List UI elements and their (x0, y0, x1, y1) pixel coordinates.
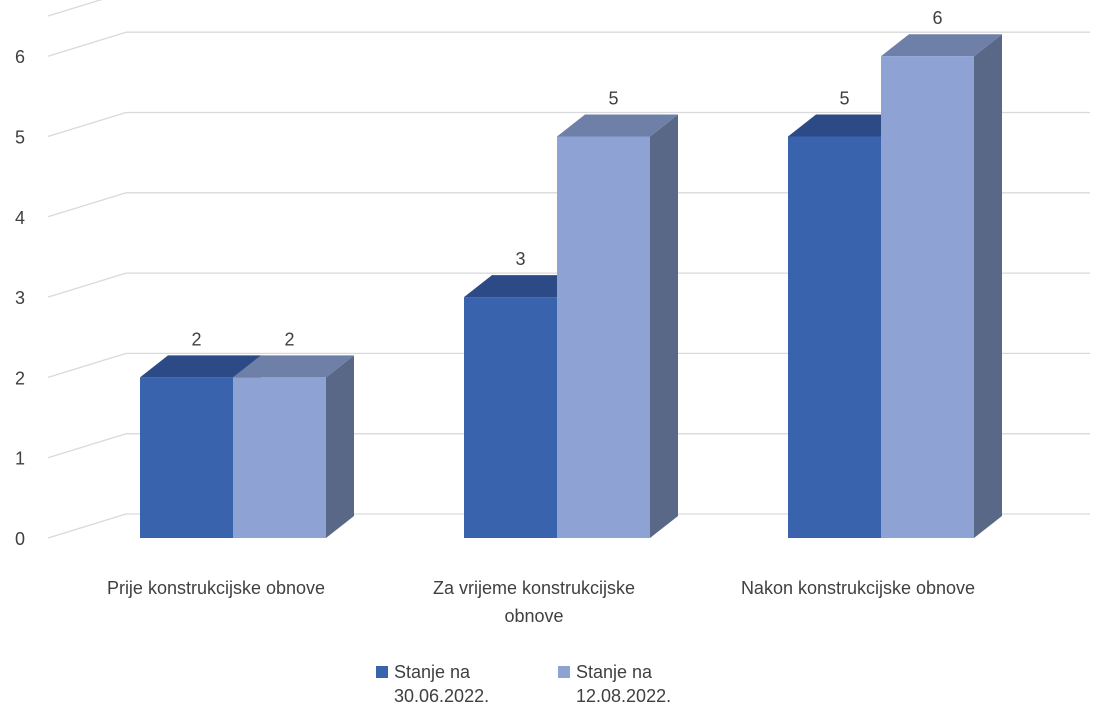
bar-top-face (233, 355, 354, 378)
gridline-diagonal (47, 513, 127, 539)
bar-top-face (788, 114, 909, 137)
data-label: 3 (515, 249, 525, 269)
legend-item-series-1: Stanje na 30.06.2022. (376, 660, 536, 708)
x-tick-label-line: Za vrijeme konstrukcijske (433, 578, 635, 598)
legend-swatch-series-2 (558, 666, 570, 678)
bars (140, 34, 1002, 538)
legend-item-series-2: Stanje na 12.08.2022. (558, 660, 718, 708)
data-label: 6 (932, 8, 942, 28)
y-tick-label: 2 (15, 368, 25, 388)
gridline-diagonal (47, 272, 127, 298)
bar-front-face (557, 136, 650, 538)
gridline-diagonal (47, 352, 127, 379)
y-tick-label: 5 (15, 128, 25, 148)
bar (557, 114, 678, 538)
legend: Stanje na 30.06.2022. Stanje na 12.08.20… (0, 660, 1094, 708)
bar-top-face (464, 275, 585, 298)
data-label: 5 (839, 89, 849, 109)
bar (233, 355, 354, 538)
gridline-diagonal (47, 111, 127, 138)
gridline-diagonal (47, 0, 103, 17)
bar-front-face (788, 136, 881, 538)
bar-top-face (881, 34, 1002, 57)
bar-front-face (233, 377, 326, 538)
data-labels: 2 2 3 5 5 6 (191, 8, 942, 349)
data-label: 2 (284, 329, 294, 349)
bar-side-face (326, 355, 354, 538)
data-label: 5 (608, 89, 618, 109)
y-tick-label: 3 (15, 288, 25, 308)
gridline-diagonal (47, 433, 127, 459)
x-tick-label: Za vrijeme konstrukcijske obnove (433, 578, 635, 626)
data-label: 2 (191, 329, 201, 349)
x-tick-label: Prije konstrukcijske obnove (107, 578, 325, 598)
x-axis-labels: Prije konstrukcijske obnove Za vrijeme ko… (107, 578, 975, 626)
y-tick-label: 1 (15, 449, 25, 469)
bar-front-face (881, 56, 974, 538)
bar-side-face (974, 34, 1002, 538)
bar-front-face (464, 297, 557, 538)
legend-label-series-2: Stanje na 12.08.2022. (576, 662, 672, 706)
bar (881, 34, 1002, 538)
gridline-diagonal (47, 192, 127, 218)
x-tick-label-line: Nakon konstrukcijske obnove (741, 578, 975, 598)
x-tick-label-line: obnove (504, 606, 563, 626)
x-tick-label-line: Prije konstrukcijske obnove (107, 578, 325, 598)
bar-top-face (557, 114, 678, 137)
y-tick-label: 6 (15, 47, 25, 67)
y-axis-ticks: 0 1 2 3 4 5 6 (15, 47, 25, 549)
gridline-diagonal (47, 31, 127, 57)
bar-front-face (140, 377, 233, 538)
x-tick-label: Nakon konstrukcijske obnove (741, 578, 975, 598)
legend-swatch-series-1 (376, 666, 388, 678)
y-tick-label: 4 (15, 208, 25, 228)
bar-top-face (140, 355, 261, 378)
legend-label-series-1: Stanje na 30.06.2022. (394, 662, 490, 706)
bar-side-face (650, 114, 678, 538)
y-tick-label: 0 (15, 529, 25, 549)
